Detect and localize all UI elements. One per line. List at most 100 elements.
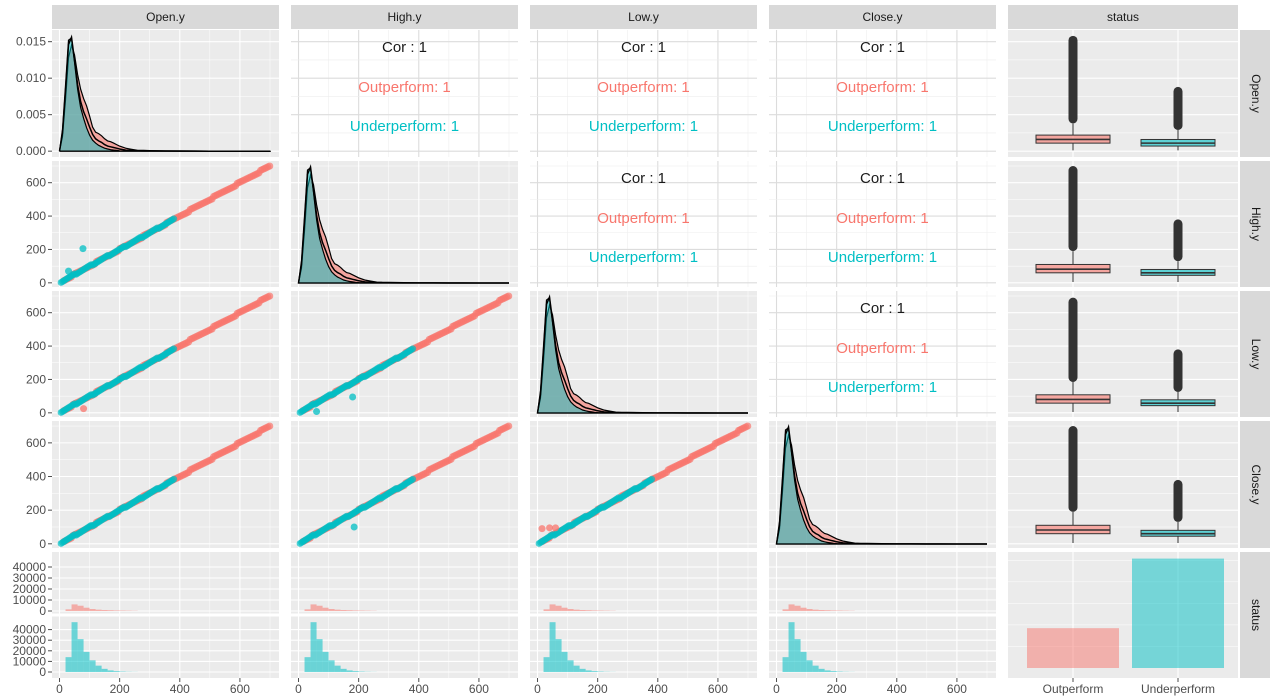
histogram-bar-underperform <box>65 657 72 672</box>
column-strip-label-4: status <box>1107 10 1139 24</box>
histogram-bar-underperform <box>77 639 84 672</box>
histogram-bar-outperform <box>824 610 831 611</box>
histogram-bar-underperform <box>800 651 807 672</box>
panel-r0-c0 <box>52 30 279 157</box>
y-tick-label: 0 <box>39 604 46 618</box>
correlation-all-label: Cor : 1 <box>621 170 666 187</box>
scatter-point-underperform <box>350 523 358 531</box>
histogram-bar-outperform <box>316 605 323 611</box>
column-strip-4 <box>1008 5 1238 29</box>
scatter-point-underperform <box>409 475 417 483</box>
scatter-point-outperform <box>546 524 554 532</box>
column-strip-3 <box>769 5 996 29</box>
panel-r0-c2: Cor : 1 Outperform: 1 Underperform: 1 <box>530 30 757 157</box>
panel-r1-c3: Cor : 1 Outperform: 1 Underperform: 1 <box>769 161 996 287</box>
x-tick-label: 600 <box>469 682 489 696</box>
correlation-outperform-label: Outperform: 1 <box>597 79 690 96</box>
y-tick-label: 200 <box>26 242 46 256</box>
scatter-point-outperform <box>266 162 274 170</box>
histogram-bar-underperform <box>346 670 353 672</box>
histogram-bar-outperform <box>77 605 84 611</box>
histogram-bar-outperform <box>71 604 78 611</box>
y-tick-label: 0 <box>39 406 46 420</box>
correlation-outperform-label: Outperform: 1 <box>836 210 929 227</box>
histogram-bar-outperform <box>304 609 311 611</box>
scatter-point-underperform <box>170 345 178 353</box>
y-tick-label: 10000 <box>13 654 47 668</box>
panel-r3-c3 <box>769 421 996 548</box>
scatter-point-underperform <box>349 393 357 401</box>
histogram-bar-underperform <box>310 622 317 672</box>
y-tick-label: 600 <box>26 176 46 190</box>
row-strip-label-3: Close.y <box>1249 464 1263 504</box>
status-bar-outperform <box>1027 628 1119 668</box>
panel-r3-c4 <box>1008 421 1238 548</box>
x-tick-label: 200 <box>588 682 608 696</box>
histogram-bar-outperform <box>310 604 317 611</box>
histogram-bar-outperform <box>567 609 574 611</box>
histogram-bar-underperform <box>579 668 586 672</box>
histogram-bar-underperform <box>352 671 359 672</box>
histogram-bar-underperform <box>95 665 102 672</box>
histogram-bar-underperform <box>543 657 550 672</box>
histogram-bar-outperform <box>322 607 329 611</box>
y-tick-label: 0 <box>39 537 46 551</box>
panel-r2-c4 <box>1008 291 1238 417</box>
row-strip-label-4: status <box>1249 599 1263 631</box>
histogram-bar-outperform <box>585 610 592 611</box>
scatter-points <box>296 292 513 416</box>
histogram-bar-underperform <box>830 671 837 672</box>
boxplot-outliers-outperform <box>1068 426 1078 512</box>
y-tick-label: 400 <box>26 470 46 484</box>
column-strip-1 <box>291 5 518 29</box>
density-all-line <box>775 424 987 545</box>
histogram-bar-outperform <box>591 610 598 611</box>
row-strip-3 <box>1240 421 1270 548</box>
correlation-underperform-label: Underperform: 1 <box>828 249 937 266</box>
panel-r2-c0 <box>52 291 279 417</box>
panel-r4-c1 <box>291 552 518 678</box>
panel-r2-c1 <box>291 291 518 417</box>
y-tick-label: 0.005 <box>16 108 46 122</box>
histogram-bar-underperform <box>549 622 556 672</box>
y-tick-label: 0.010 <box>16 71 46 85</box>
histogram-bar-outperform <box>812 609 819 611</box>
boxplot-outliers-outperform <box>1068 166 1078 252</box>
correlation-all-label: Cor : 1 <box>860 39 905 56</box>
histogram-bar-underperform <box>555 639 562 672</box>
scatter-points <box>57 292 274 416</box>
histogram-bar-outperform <box>65 609 72 611</box>
scatter-point-outperform <box>266 292 274 300</box>
histogram-bar-underperform <box>782 657 789 672</box>
correlation-all-label: Cor : 1 <box>860 170 905 187</box>
x-tick-label: 200 <box>349 682 369 696</box>
scatter-point-outperform <box>80 405 88 413</box>
y-tick-label: 200 <box>26 372 46 386</box>
panel-r1-c1 <box>291 161 518 287</box>
boxplot-outliers-underperform <box>1173 219 1183 262</box>
histogram-bar-outperform <box>334 609 341 611</box>
y-tick-label: 40000 <box>13 623 47 637</box>
boxplot-outliers-underperform <box>1173 349 1183 392</box>
y-tick-label: 0 <box>39 276 46 290</box>
histogram-bar-underperform <box>812 665 819 672</box>
boxplot-outliers-outperform <box>1068 297 1078 382</box>
histogram-bar-underperform <box>340 668 347 672</box>
histogram-bar-outperform <box>782 609 789 611</box>
x-tick-label: 600 <box>708 682 728 696</box>
x-tick-label: 0 <box>534 682 541 696</box>
correlation-outperform-label: Outperform: 1 <box>836 340 929 357</box>
panel-r3-c1 <box>291 421 518 548</box>
histogram-bar-underperform <box>304 657 311 672</box>
y-tick-label: 0 <box>39 665 46 679</box>
histogram-bar-underperform <box>101 668 108 672</box>
scatter-point-underperform <box>313 407 321 415</box>
y-tick-label: 20000 <box>13 582 47 596</box>
boxplot-outliers-underperform <box>1173 479 1183 522</box>
correlation-outperform-label: Outperform: 1 <box>836 79 929 96</box>
column-strip-0 <box>52 5 279 29</box>
panel-r0-c3: Cor : 1 Outperform: 1 Underperform: 1 <box>769 30 996 157</box>
y-tick-label: 200 <box>26 503 46 517</box>
scatter-point-outperform <box>538 525 546 533</box>
scatter-point-underperform <box>65 267 73 275</box>
